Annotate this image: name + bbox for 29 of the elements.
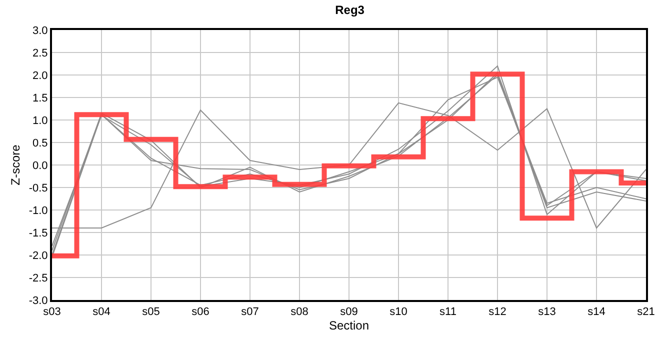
x-tick-label: s13 [538, 306, 556, 318]
x-tick-label: s03 [43, 306, 61, 318]
y-tick-label: 2.0 [32, 70, 48, 82]
x-tick-label: s09 [340, 306, 358, 318]
x-tick-label: s06 [192, 306, 210, 318]
x-tick-label: s10 [390, 306, 408, 318]
y-tick-label: 0.0 [32, 160, 48, 172]
x-tick-label: s14 [588, 306, 606, 318]
x-tick-label: s04 [92, 306, 110, 318]
y-tick-label: 0.5 [32, 137, 48, 150]
x-tick-label: s11 [440, 306, 456, 318]
y-tick-label: -0.5 [28, 182, 48, 194]
y-tick-label: -2.0 [28, 250, 48, 262]
y-axis-title: Z-score [8, 144, 23, 186]
x-tick-label: s08 [290, 306, 308, 318]
y-tick-label: -3.0 [28, 294, 48, 307]
x-axis-title: Section [328, 318, 370, 333]
y-tick-label: 1.0 [32, 114, 48, 127]
y-tick-label: 3.0 [32, 24, 48, 37]
y-tick-label: -1.0 [28, 204, 48, 217]
x-tick-label: s05 [142, 306, 160, 318]
chart-title: Reg3 [335, 2, 365, 17]
x-tick-label: s07 [241, 306, 259, 318]
x-tick-label: s21 [637, 306, 655, 318]
x-tick-label: s12 [488, 306, 506, 318]
y-tick-label: -1.5 [28, 227, 48, 240]
y-tick-label: 2.5 [32, 47, 48, 60]
y-tick-label: 1.5 [32, 92, 48, 104]
y-tick-label: -2.5 [28, 272, 48, 284]
